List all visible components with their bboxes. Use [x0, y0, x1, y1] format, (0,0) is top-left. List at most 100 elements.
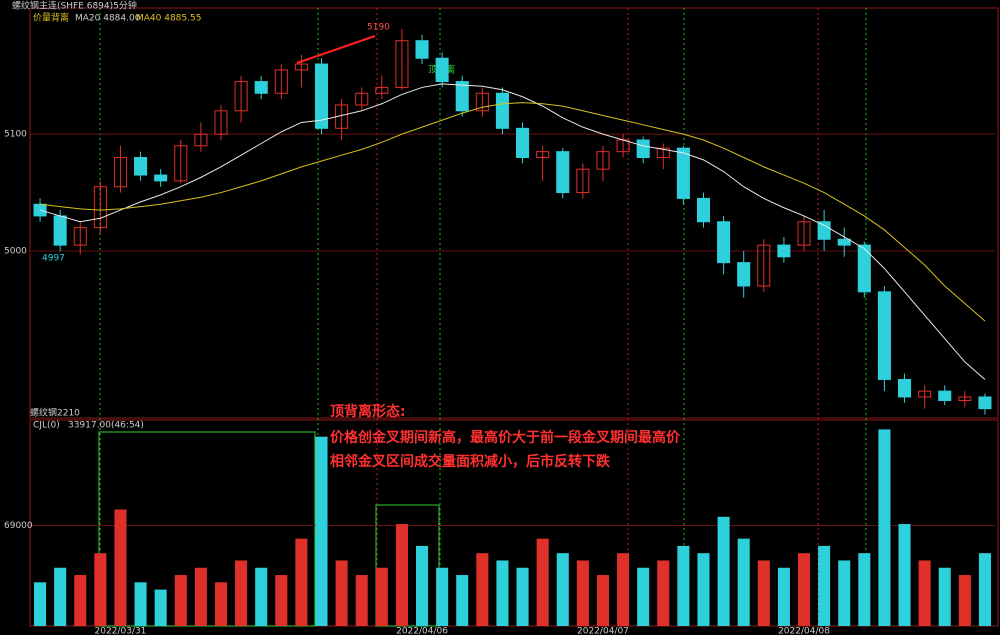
- volume-bar: [858, 553, 871, 626]
- candle-body: [113, 157, 127, 188]
- candle-body: [234, 81, 248, 112]
- candle-body: [254, 81, 268, 94]
- candle-body: [596, 151, 610, 170]
- candle-body: [898, 378, 912, 398]
- volume-bar: [978, 553, 991, 626]
- volume-bar: [375, 567, 388, 626]
- candle-body: [857, 244, 871, 293]
- volume-bar: [797, 553, 811, 626]
- candle-body: [475, 92, 489, 112]
- candle-body: [435, 57, 449, 83]
- volume-bar: [154, 589, 167, 626]
- volume-bar: [576, 560, 589, 626]
- annotation: 顶背离形态:: [330, 403, 406, 420]
- volume-bar: [556, 553, 569, 626]
- high-label: 5190: [367, 23, 390, 33]
- volume-bar: [456, 575, 469, 626]
- candle-body: [314, 63, 329, 129]
- volume-bar: [737, 538, 750, 626]
- x-tick-label: 2022/04/08: [778, 627, 830, 635]
- volume-bar: [255, 567, 268, 626]
- volume-bar: [34, 582, 47, 626]
- volume-bar: [777, 567, 790, 626]
- candle-body: [395, 40, 409, 88]
- volume-title: CJL(0): [33, 421, 60, 431]
- candle-body: [576, 168, 590, 194]
- candle-body: [294, 63, 308, 71]
- volume-bar: [516, 567, 529, 626]
- x-tick-label: 2022/04/06: [396, 627, 448, 635]
- candle-body: [516, 127, 530, 159]
- y-tick-label: 69000: [4, 521, 33, 531]
- volume-frame: [29, 419, 999, 627]
- candle-body: [93, 186, 107, 229]
- candle-body: [757, 244, 771, 287]
- contract: 螺纹钢2210: [30, 407, 80, 419]
- volume-bar: [717, 516, 730, 626]
- volume-bar: [94, 553, 107, 626]
- candle-body: [274, 69, 288, 94]
- volume-bar: [898, 524, 911, 626]
- candle-body: [455, 81, 469, 112]
- indicator: 价量背离: [33, 12, 69, 24]
- candle-body: [495, 92, 509, 129]
- candle-body: [777, 244, 791, 258]
- candle-body: [656, 147, 670, 159]
- volume-bar: [938, 567, 951, 626]
- volume-bar: [355, 575, 368, 626]
- volume-bar: [275, 575, 288, 626]
- title: 螺纹钢主连(SHFE 6894)5分钟: [12, 0, 137, 12]
- candle-body: [134, 157, 148, 176]
- volume-bar: [235, 560, 248, 626]
- volume-bar: [134, 582, 147, 626]
- cross-lines: [99, 8, 867, 626]
- volume-bar: [74, 575, 87, 626]
- y-tick-label: 5000: [4, 246, 27, 256]
- candle-body: [797, 221, 811, 246]
- ma-label: MA20 4884.00: [75, 14, 141, 24]
- ma-label: MA40 4885.55: [136, 14, 201, 24]
- y-tick-label: 5100: [4, 130, 27, 140]
- candle-body: [837, 238, 851, 246]
- volume-bar: [295, 538, 308, 626]
- candle-body: [958, 396, 972, 401]
- candle-body: [355, 92, 369, 106]
- x-tick-label: 2022/03/31: [95, 627, 147, 635]
- volume-bar: [194, 567, 207, 626]
- volume-bar: [697, 553, 710, 626]
- volume-bar: [496, 560, 509, 626]
- ma-line: [39, 83, 986, 380]
- volume-box: [98, 431, 316, 627]
- volume-bar: [315, 436, 328, 626]
- volume-bar: [436, 567, 449, 626]
- volume-bar: [114, 509, 127, 626]
- price-frame: [29, 7, 999, 419]
- volume-bar: [54, 567, 67, 626]
- candle-body: [676, 147, 690, 199]
- volume-bar: [918, 560, 931, 626]
- divergence-line: [296, 35, 376, 64]
- candle-body: [877, 291, 891, 380]
- candle-body: [214, 110, 228, 135]
- candle-body: [154, 174, 168, 182]
- candle-body: [194, 133, 208, 147]
- candle-body: [717, 221, 731, 264]
- volume-bar: [677, 545, 690, 626]
- volume-info: 33917.00(46:54): [68, 421, 144, 431]
- low-label: 4997: [42, 254, 65, 264]
- volume-bar: [536, 538, 549, 626]
- candle-body: [53, 215, 67, 246]
- volume-bar: [174, 575, 187, 626]
- candle-body: [174, 145, 188, 182]
- volume-bar: [878, 429, 891, 626]
- candle-body: [817, 221, 831, 240]
- volume-bar: [657, 560, 670, 626]
- volume-bar: [395, 524, 408, 626]
- candle-body: [375, 86, 389, 94]
- annotation: 相邻金叉区间成交量面积减小，后市反转下跌: [330, 453, 611, 470]
- candle-body: [73, 227, 87, 246]
- candle-body: [556, 151, 570, 194]
- volume-bar: [818, 545, 831, 626]
- volume-bar: [617, 553, 630, 626]
